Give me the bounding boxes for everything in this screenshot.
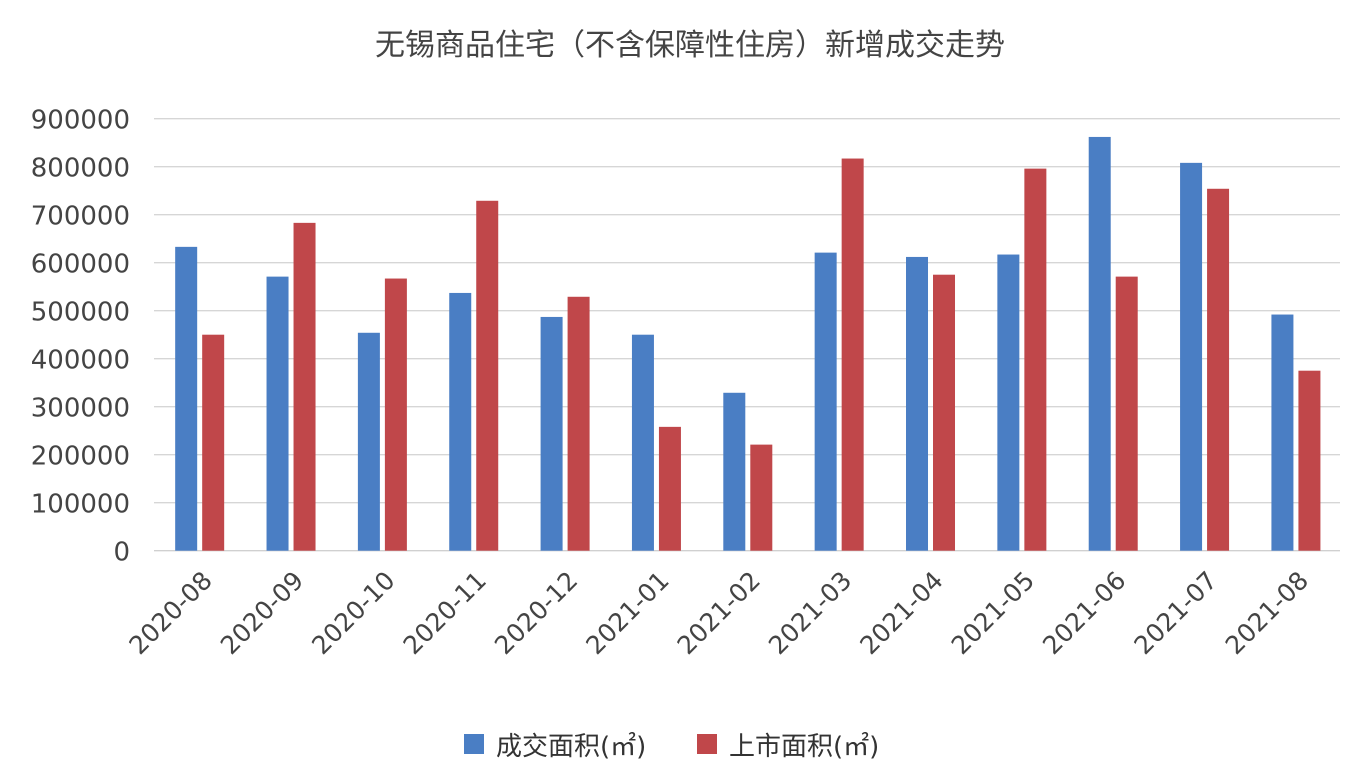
x-tick-label: 2020-10 [306, 566, 400, 660]
bar-deal-area-2021-08 [1271, 314, 1294, 551]
bar-deal-area-2021-05 [997, 254, 1020, 551]
bar-deal-area-2021-03 [814, 252, 837, 551]
bar-listed-area-2021-01 [658, 426, 681, 551]
bar-listed-area-2021-02 [750, 444, 773, 551]
x-tick-label: 2021-08 [1220, 566, 1314, 660]
bar-deal-area-2021-06 [1088, 136, 1111, 551]
bar-deal-area-2020-09 [266, 276, 289, 551]
bar-deal-area-2021-07 [1180, 162, 1203, 551]
bar-listed-area-2020-12 [567, 296, 590, 551]
x-tick-label: 2021-02 [672, 566, 766, 660]
x-tick-label: 2021-01 [580, 566, 674, 660]
bar-listed-area-2020-08 [202, 334, 225, 551]
x-tick-label: 2020-08 [124, 566, 218, 660]
bar-listed-area-2021-05 [1024, 168, 1047, 551]
bar-deal-area-2020-11 [449, 292, 472, 551]
x-tick-label: 2021-07 [1128, 566, 1222, 660]
y-tick-label: 200000 [31, 442, 130, 472]
x-tick-label: 2020-11 [398, 566, 492, 660]
y-tick-label: 100000 [31, 490, 130, 520]
y-tick-label: 300000 [31, 394, 130, 424]
x-tick-label: 2021-05 [946, 566, 1040, 660]
bar-listed-area-2020-11 [476, 200, 499, 551]
bar-listed-area-2021-04 [933, 274, 956, 551]
bar-listed-area-2021-03 [841, 158, 864, 551]
bar-deal-area-2020-10 [357, 332, 380, 551]
legend: 成交面积(㎡) 上市面积(㎡) [464, 732, 879, 762]
legend-label-deal-area: 成交面积(㎡) [496, 732, 646, 762]
bar-deal-area-2021-01 [631, 334, 654, 551]
bar-listed-area-2021-07 [1207, 188, 1230, 551]
bar-deal-area-2021-04 [906, 256, 929, 551]
x-tick-label: 2021-04 [854, 566, 948, 660]
legend-swatch-deal-area [464, 734, 484, 754]
legend-swatch-listed-area [697, 734, 717, 754]
y-tick-label: 700000 [31, 202, 130, 232]
x-tick-label: 2021-06 [1037, 566, 1131, 660]
y-tick-label: 600000 [31, 250, 130, 280]
bar-listed-area-2020-09 [293, 222, 316, 551]
bar-deal-area-2020-08 [175, 246, 198, 551]
bar-deal-area-2021-02 [723, 392, 746, 551]
y-tick-label: 900000 [31, 106, 130, 136]
x-tick-label: 2020-12 [489, 566, 583, 660]
y-tick-label: 400000 [31, 346, 130, 376]
x-tick-label: 2020-09 [215, 566, 309, 660]
x-tick-label: 2021-03 [763, 566, 857, 660]
bar-listed-area-2021-06 [1115, 276, 1138, 551]
y-tick-label: 500000 [31, 298, 130, 328]
legend-label-listed-area: 上市面积(㎡) [729, 732, 879, 762]
y-tick-label: 800000 [31, 154, 130, 184]
y-tick-label: 0 [113, 538, 130, 568]
chart-title: 无锡商品住宅（不含保障性住房）新增成交走势 [375, 28, 1005, 63]
bar-listed-area-2021-08 [1298, 370, 1321, 551]
bar-deal-area-2020-12 [540, 316, 563, 551]
bar-listed-area-2020-10 [384, 278, 407, 551]
